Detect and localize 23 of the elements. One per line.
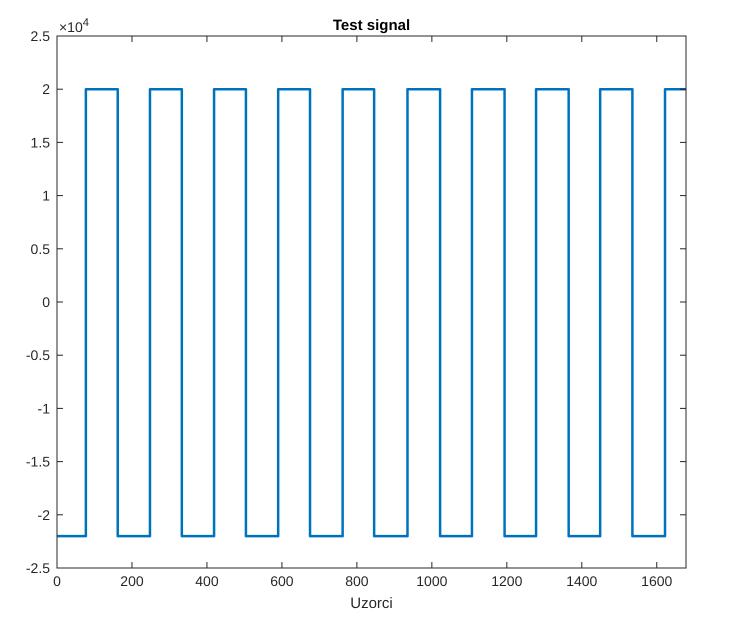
y-tick-label: 0: [42, 294, 50, 310]
y-tick-label: 1: [42, 188, 50, 204]
x-tick-label: 400: [195, 573, 219, 589]
y-tick-label: -2.5: [26, 560, 50, 576]
chart-title: Test signal: [332, 17, 410, 34]
text: ×10$^{4}$: [59, 17, 89, 35]
x-tick-label: 1200: [491, 573, 523, 589]
y-tick-label: 1.5: [30, 134, 50, 150]
x-tick-label: 1600: [641, 573, 673, 589]
y-tick-label: -1: [38, 400, 50, 416]
x-tick-label: 0: [53, 573, 62, 589]
y-tick-label: 2: [42, 81, 50, 98]
y-tick-label: 0.5: [30, 240, 50, 257]
x-axis-title: Uzorci: [350, 595, 393, 612]
y-tick-label: -1.5: [26, 454, 50, 470]
y-tick-label: -2: [38, 506, 50, 523]
y-tick-label: 2.5: [30, 28, 50, 44]
x-tick-label: 200: [120, 573, 144, 589]
y-tick-label: -0.5: [26, 347, 50, 364]
x-tick-label: 1400: [566, 573, 598, 589]
x-tick-label: 1000: [416, 573, 448, 589]
x-tick-label: 600: [270, 573, 294, 589]
x-tick-label: 800: [345, 573, 369, 589]
